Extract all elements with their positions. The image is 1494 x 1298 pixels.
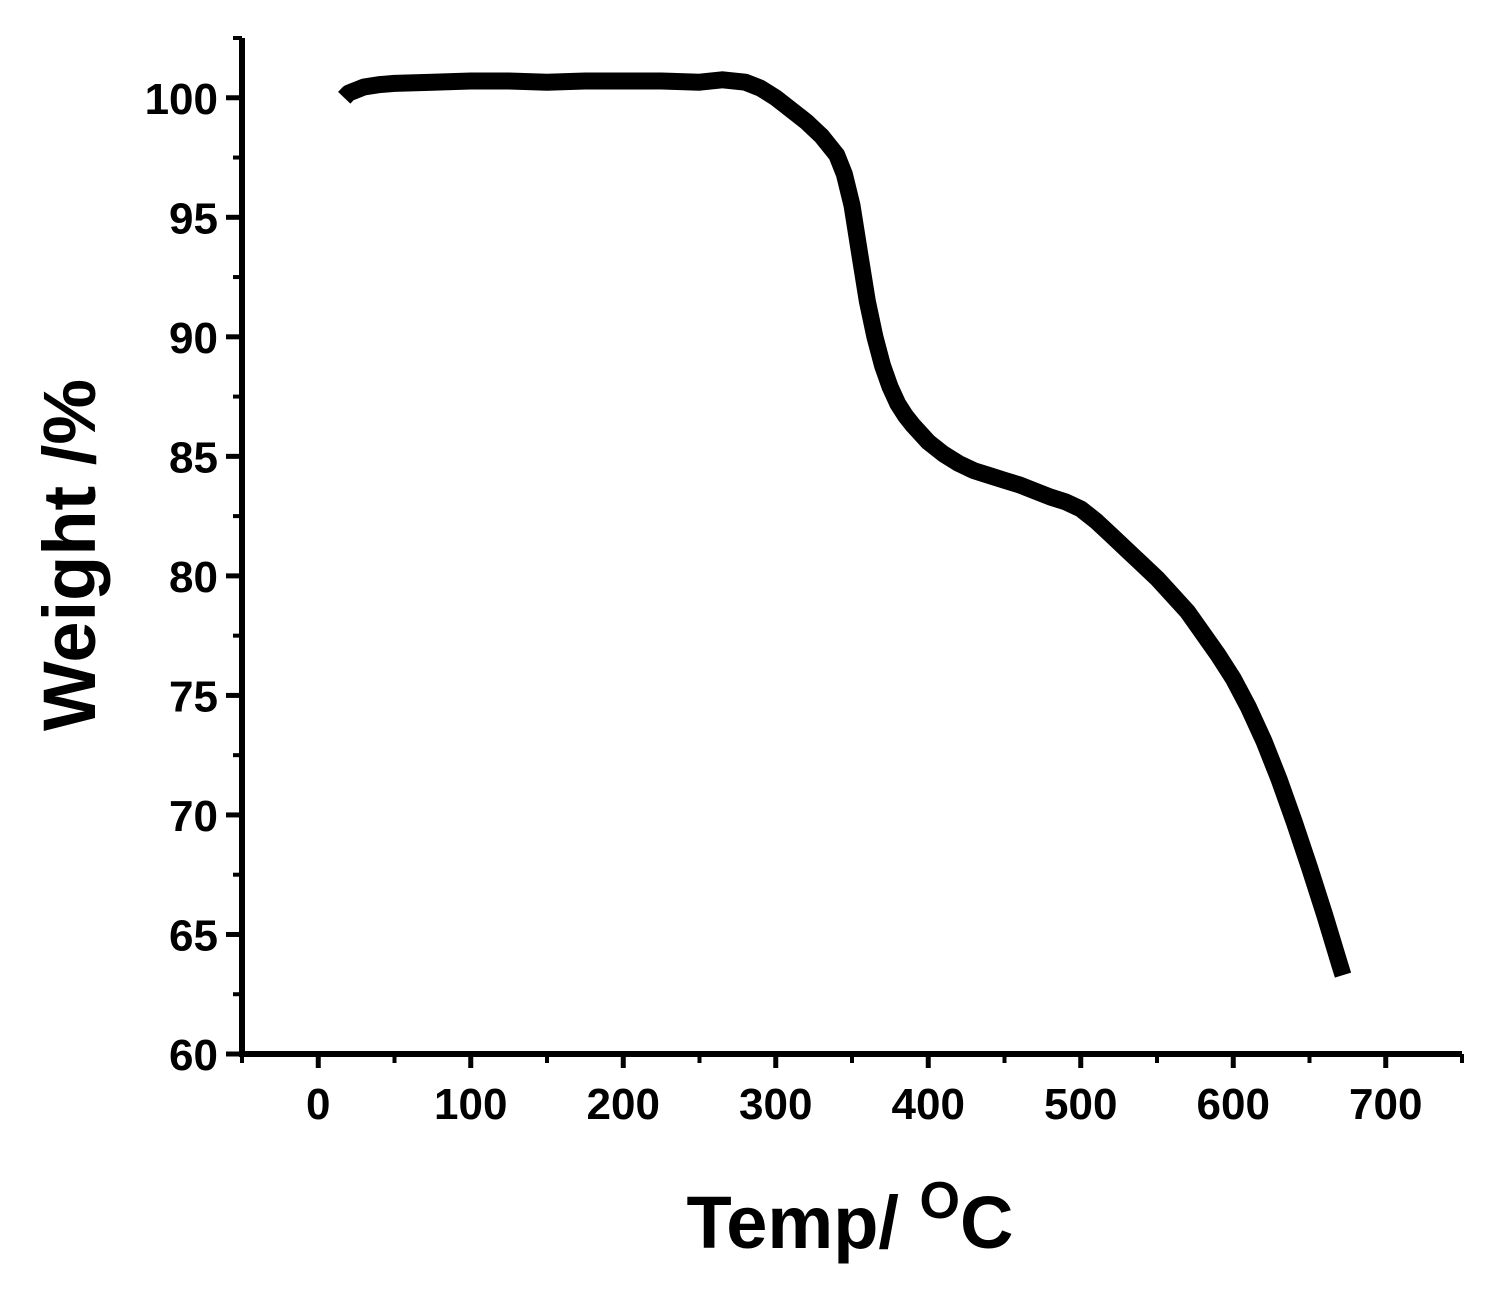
y-tick-label: 75 <box>169 672 218 721</box>
y-tick-label: 100 <box>145 75 218 124</box>
y-tick-label: 80 <box>169 553 218 602</box>
x-tick-label: 500 <box>1044 1080 1117 1129</box>
x-axis-title: Temp/ OC <box>687 1172 1014 1264</box>
labels-layer: 0 100 200 300 400 500 600 700 60 65 70 75 80 85 90 95 10… <box>145 75 1423 1129</box>
x-axis-title-unit: C <box>960 1181 1013 1264</box>
y-tick-label: 90 <box>169 314 218 363</box>
x-tick-label: 300 <box>739 1080 812 1129</box>
axes-layer <box>226 36 1464 1068</box>
y-tick-label: 65 <box>169 911 218 960</box>
x-axis-title-main: Temp/ <box>687 1181 920 1264</box>
x-tick-label: 400 <box>892 1080 965 1129</box>
x-tick-label: 100 <box>434 1080 507 1129</box>
y-axis-title: Weight /% <box>28 379 111 731</box>
x-tick-label: 200 <box>587 1080 660 1129</box>
y-tick-label: 70 <box>169 792 218 841</box>
x-axis-title-superscript: O <box>920 1172 960 1230</box>
y-tick-label: 95 <box>169 194 218 243</box>
plot-layer <box>338 71 1352 978</box>
x-tick-label: 600 <box>1197 1080 1270 1129</box>
series-line-0 <box>338 71 1352 978</box>
y-tick-label: 60 <box>169 1031 218 1080</box>
x-tick-label: 700 <box>1349 1080 1422 1129</box>
x-tick-label: 0 <box>306 1080 330 1129</box>
y-tick-label: 85 <box>169 433 218 482</box>
